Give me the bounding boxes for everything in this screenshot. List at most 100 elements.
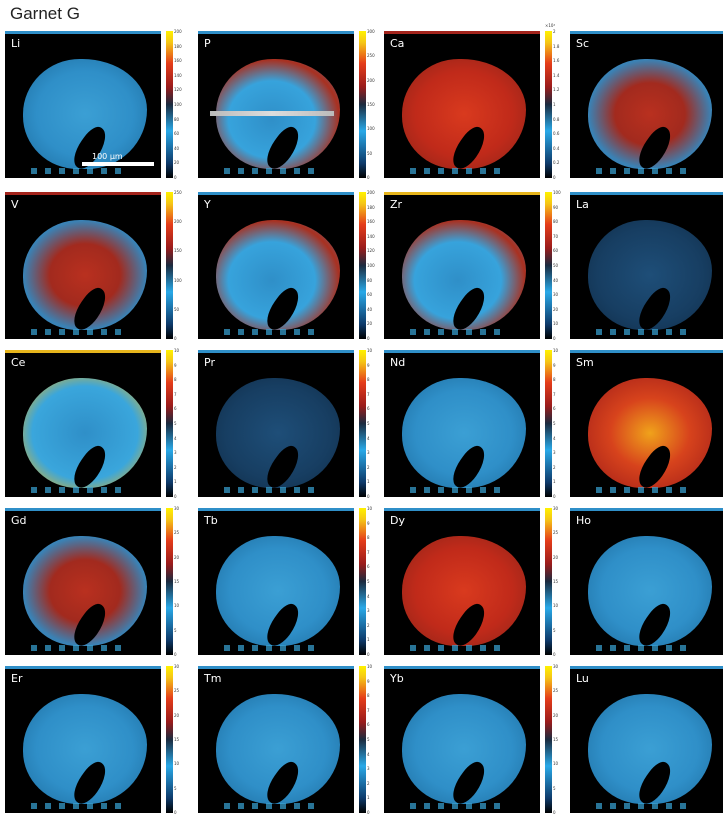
- colorbar-tick-label: 0.8: [553, 116, 560, 122]
- colorbar: [166, 192, 173, 339]
- garnet-grain: [402, 536, 526, 651]
- element-label: Nd: [390, 356, 406, 369]
- element-map-image: Ce: [5, 350, 161, 497]
- bottom-specks: [596, 168, 686, 174]
- colorbar-tick-label: 60: [367, 292, 373, 298]
- colorbar-tick-label: 5: [174, 785, 177, 791]
- colorbar-tick-label: 0: [553, 493, 556, 499]
- colorbar-tick-label: 60: [553, 248, 559, 254]
- element-map-image: La: [570, 192, 723, 339]
- element-label: Ca: [390, 37, 405, 50]
- colorbar-tick-label: 3: [553, 450, 556, 456]
- colorbar-tick-label: 140: [174, 72, 182, 78]
- colorbar-tick-label: 6: [174, 406, 177, 412]
- element-label: Ho: [576, 514, 592, 527]
- colorbar: [166, 350, 173, 497]
- colorbar-tick-label: 180: [367, 204, 375, 210]
- element-label: P: [204, 37, 211, 50]
- colorbar-tick-label: 4: [367, 435, 370, 441]
- element-label: Sc: [576, 37, 590, 50]
- bottom-specks: [31, 803, 121, 809]
- garnet-grain: [588, 536, 712, 651]
- colorbar: [359, 666, 366, 813]
- element-label: Dy: [390, 514, 405, 527]
- element-map-panel-tb: Tb 10 9 8 7 6 5 4 3 2 1 0: [198, 506, 373, 657]
- map-top-strip: [384, 350, 540, 353]
- map-top-strip: [5, 192, 161, 195]
- colorbar-tick-label: 0: [553, 651, 556, 657]
- colorbar-tick-label: 15: [174, 736, 180, 742]
- element-map-panel-ho: Ho: [570, 508, 723, 655]
- colorbar-tick-label: 1: [553, 101, 556, 107]
- inclusion-hole: [446, 283, 492, 335]
- colorbar-tick-label: 2: [174, 464, 177, 470]
- colorbar-ticks: 100 90 80 70 60 50 40 30 20 10 0: [553, 190, 567, 341]
- bottom-specks: [224, 168, 314, 174]
- element-map-panel-ce: Ce 10 9 8 7 6 5 4 3 2 1 0: [5, 348, 180, 499]
- colorbar-tick-label: 3: [367, 450, 370, 456]
- garnet-grain: [588, 59, 712, 174]
- colorbar-tick-label: 5: [367, 578, 370, 584]
- colorbar-tick-label: 1: [174, 479, 177, 485]
- colorbar-tick-label: 2: [367, 780, 370, 786]
- colorbar-ticks: 30 25 20 15 10 5 0: [553, 506, 567, 657]
- colorbar-tick-label: 8: [367, 693, 370, 699]
- colorbar-tick-label: 8: [367, 535, 370, 541]
- colorbar-tick-label: 160: [174, 58, 182, 64]
- inclusion-hole: [632, 283, 678, 335]
- colorbar-tick-label: 10: [367, 348, 373, 353]
- colorbar-tick-label: 60: [174, 131, 180, 137]
- element-label: Er: [11, 672, 23, 685]
- colorbar-multiplier: ×10⁴: [545, 23, 556, 28]
- colorbar-tick-label: 20: [553, 712, 559, 718]
- colorbar-ticks: 250 200 150 100 50 0: [174, 190, 188, 341]
- map-top-strip: [570, 350, 723, 353]
- map-top-strip: [570, 192, 723, 195]
- colorbar: [166, 508, 173, 655]
- bottom-specks: [224, 803, 314, 809]
- colorbar: [359, 350, 366, 497]
- bottom-specks: [596, 329, 686, 335]
- colorbar-ticks: 10 9 8 7 6 5 4 3 2 1 0: [367, 348, 381, 499]
- colorbar-tick-label: 6: [367, 722, 370, 728]
- element-map-image: Zr: [384, 192, 540, 339]
- colorbar-tick-label: 2: [553, 29, 556, 34]
- colorbar-tick-label: 1: [367, 795, 370, 801]
- inclusion-hole: [67, 441, 113, 493]
- colorbar-ticks: 10 9 8 7 6 5 4 3 2 1 0: [367, 506, 381, 657]
- bottom-specks: [410, 803, 500, 809]
- colorbar: [359, 508, 366, 655]
- colorbar-tick-label: 80: [367, 277, 373, 283]
- element-map-image: Dy: [384, 508, 540, 655]
- element-map-image: Tm: [198, 666, 354, 813]
- bottom-specks: [31, 645, 121, 651]
- colorbar-tick-label: 25: [174, 530, 180, 536]
- colorbar-tick-label: 15: [553, 736, 559, 742]
- element-label: Y: [204, 198, 211, 211]
- colorbar-tick-label: 1: [553, 479, 556, 485]
- colorbar-tick-label: 10: [174, 603, 180, 609]
- element-map-panel-v: V 250 200 150 100 50 0: [5, 190, 182, 341]
- element-label: Tm: [204, 672, 222, 685]
- colorbar: [545, 350, 552, 497]
- inclusion-hole: [632, 441, 678, 493]
- inclusion-hole: [67, 599, 113, 651]
- colorbar-tick-label: 15: [174, 578, 180, 584]
- colorbar-tick-label: 30: [553, 292, 559, 298]
- map-top-strip: [198, 31, 354, 34]
- scale-bar: [82, 162, 154, 166]
- colorbar-tick-label: 25: [553, 530, 559, 536]
- colorbar-tick-label: 180: [174, 43, 182, 49]
- colorbar-tick-label: 100: [174, 277, 182, 283]
- colorbar-tick-label: 4: [174, 435, 177, 441]
- colorbar-tick-label: 30: [174, 664, 180, 669]
- colorbar-tick-label: 50: [367, 150, 373, 156]
- colorbar-tick-label: 100: [174, 101, 182, 107]
- element-map-panel-pr: Pr 10 9 8 7 6 5 4 3 2 1 0: [198, 348, 373, 499]
- garnet-grain: [588, 378, 712, 493]
- colorbar-tick-label: 20: [174, 160, 180, 166]
- map-top-strip: [5, 508, 161, 511]
- bottom-specks: [31, 329, 121, 335]
- colorbar-tick-label: 25: [553, 688, 559, 694]
- figure-title: Garnet G: [10, 4, 80, 23]
